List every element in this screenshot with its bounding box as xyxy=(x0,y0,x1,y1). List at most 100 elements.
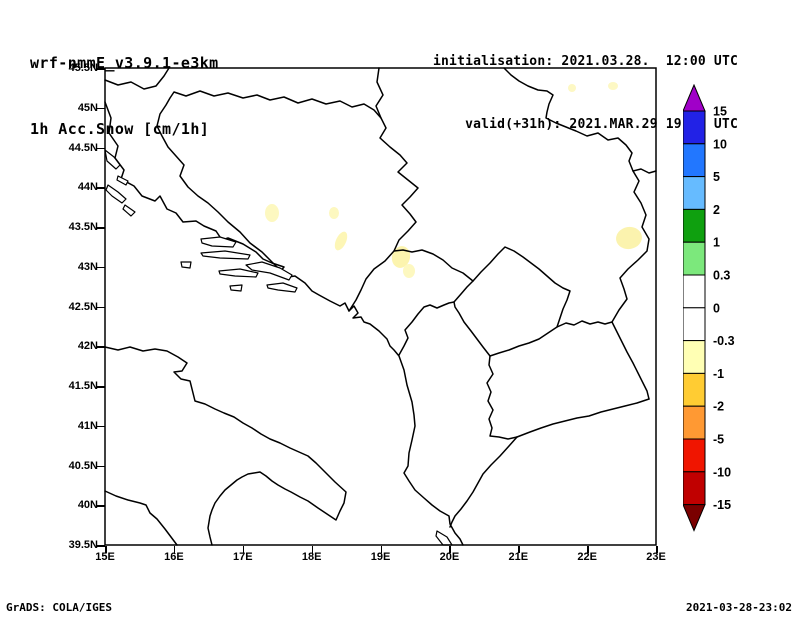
snow-patch xyxy=(265,204,279,222)
lon-tick-mark xyxy=(587,546,589,553)
lon-tick-mark xyxy=(173,546,176,553)
snow-patch xyxy=(391,246,411,268)
colorbar-label: -5 xyxy=(713,433,724,447)
lat-tick-mark xyxy=(97,187,105,189)
lat-tick-mark xyxy=(97,425,105,428)
lon-tick-label: 19E xyxy=(370,551,391,563)
snow-patch xyxy=(568,84,576,92)
colorbar-segment xyxy=(683,471,706,506)
product-name: 1h Acc.Snow [cm/1h] xyxy=(30,120,210,138)
colorbar-label: 10 xyxy=(713,137,727,151)
lon-tick-label: 16E xyxy=(164,551,184,563)
snow-patch xyxy=(329,207,339,219)
colorbar-label: 2 xyxy=(713,203,720,217)
colorbar-segment xyxy=(683,438,706,473)
border-montenegro-serbia xyxy=(393,249,474,282)
snow-patch xyxy=(403,264,415,278)
lon-tick-mark xyxy=(242,546,245,553)
border-macedonia-bulgaria xyxy=(611,321,650,400)
lon-tick-label: 18E xyxy=(301,551,322,563)
lat-tick-label: 41.5N xyxy=(68,380,98,392)
init-time: initialisation: 2021.03.28. 12:00 UTC xyxy=(432,54,738,69)
colorbar-segment xyxy=(683,274,706,309)
plot-frame xyxy=(104,67,657,546)
snow-patch xyxy=(334,231,348,251)
border-danube-east-stub xyxy=(632,168,657,174)
lon-tick-label: 23E xyxy=(646,551,666,563)
colorbar-segment xyxy=(683,307,706,342)
colorbar-segment xyxy=(683,110,706,145)
colorbar: 15 10 5 2 1 0.3 0 -0.3 -1 -2 -5 -10 -15 xyxy=(683,84,735,532)
snow-patch xyxy=(608,82,618,90)
lat-tick-mark xyxy=(97,386,105,388)
lat-tick-label: 44N xyxy=(77,181,98,194)
lat-tick-label: 40.5N xyxy=(68,459,98,472)
colorbar-label: -10 xyxy=(713,465,731,479)
snow-patch xyxy=(616,226,642,250)
grads-credit: GrADS: COLA/IGES xyxy=(6,601,112,614)
lon-tick-label: 21E xyxy=(508,551,529,563)
lon-tick-label: 22E xyxy=(577,551,597,563)
colorbar-label: -1 xyxy=(713,367,724,381)
lat-tick-label: 44.5N xyxy=(68,141,98,154)
colorbar-top-triangle xyxy=(683,84,706,112)
border-kosovo xyxy=(453,246,571,357)
border-montenegro-albania xyxy=(398,301,455,356)
colorbar-segment xyxy=(683,241,706,276)
colorbar-segment xyxy=(683,176,706,210)
creation-timestamp: 2021-03-28-23:02 xyxy=(686,601,792,614)
lat-tick-mark xyxy=(97,227,105,229)
border-albania-greece xyxy=(449,436,518,528)
colorbar-segment xyxy=(683,143,706,178)
colorbar-label: -2 xyxy=(713,400,724,414)
lat-tick-mark xyxy=(97,306,105,308)
lat-tick-label: 43N xyxy=(77,260,98,273)
lon-tick-mark xyxy=(380,546,382,553)
lon-tick-mark xyxy=(105,546,107,553)
lat-tick-label: 41N xyxy=(77,419,98,432)
colorbar-segment xyxy=(683,372,706,407)
lat-tick-label: 39.5N xyxy=(68,539,98,551)
islands-dalmatia xyxy=(104,149,453,546)
lat-tick-label: 45N xyxy=(77,101,98,114)
colorbar-segment xyxy=(683,208,706,243)
coastline-adriatic-east xyxy=(104,101,464,546)
lat-tick-label: 42N xyxy=(77,340,98,353)
colorbar-segment xyxy=(683,405,706,440)
border-croatia-bosnia-serbia xyxy=(156,90,419,312)
lat-tick-mark xyxy=(97,346,105,348)
lat-tick-mark xyxy=(97,266,105,269)
snow-patches-layer xyxy=(265,82,642,278)
colorbar-label: 5 xyxy=(713,170,720,184)
lon-tick-mark xyxy=(656,546,658,553)
border-serbia-romania-bulgaria xyxy=(503,67,650,323)
lon-tick-label: 15E xyxy=(95,551,115,563)
coastline-italy-adriatic xyxy=(104,346,347,546)
colorbar-label: 15 xyxy=(713,105,727,119)
lat-tick-mark xyxy=(97,68,105,70)
lon-tick-mark xyxy=(311,546,314,553)
coastline-italy-tyrrhenian xyxy=(104,490,178,546)
lat-tick-label: 42.5N xyxy=(68,300,98,313)
lat-tick-label: 43.5N xyxy=(68,221,98,233)
colorbar-label: -0.3 xyxy=(713,334,735,348)
lat-tick-mark xyxy=(97,545,105,547)
border-slovenia-croatia xyxy=(104,67,170,90)
border-albania-macedonia xyxy=(486,355,518,440)
border-croatia-serbia-danube xyxy=(375,67,384,119)
colorbar-bottom-triangle xyxy=(683,504,706,532)
lon-tick-label: 20E xyxy=(439,551,460,563)
lat-tick-label: 40N xyxy=(77,499,98,512)
lat-tick-mark xyxy=(97,147,105,149)
lon-tick-mark xyxy=(518,546,520,553)
colorbar-label: 1 xyxy=(713,236,720,250)
colorbar-label: -15 xyxy=(713,498,731,512)
lon-tick-label: 17E xyxy=(232,551,253,563)
lon-tick-mark xyxy=(449,546,451,553)
lat-tick-mark xyxy=(97,107,105,110)
lat-tick-mark xyxy=(97,505,105,507)
colorbar-label: 0 xyxy=(713,301,720,315)
lat-tick-mark xyxy=(97,465,105,467)
